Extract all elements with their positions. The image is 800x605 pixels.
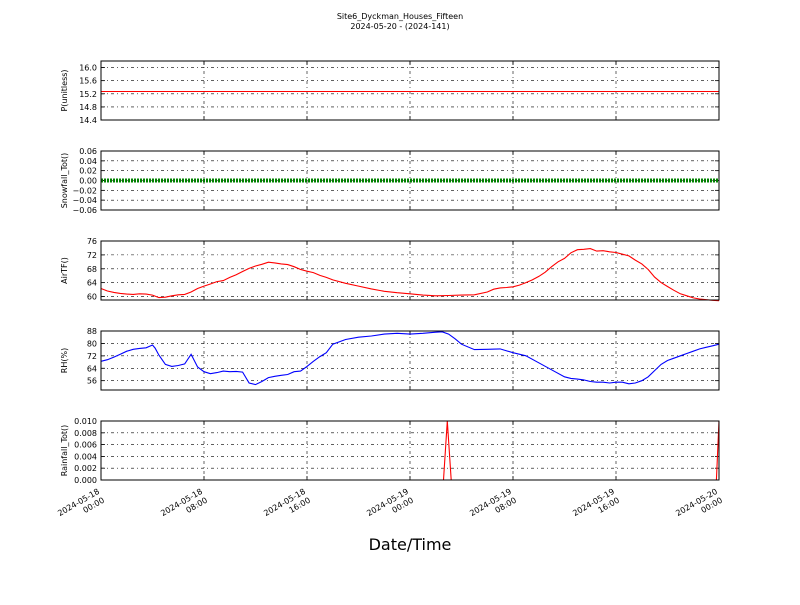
x-tick-label: 2024-05-1808:00 bbox=[159, 487, 209, 527]
y-axis-label: Snowfall_Tot() bbox=[60, 153, 69, 209]
plot-frame bbox=[100, 420, 720, 481]
panel-4: 56 64 72 80 88 RH(%) bbox=[60, 327, 720, 391]
y-tick-label: 56 bbox=[87, 377, 97, 386]
x-tick-label: 2024-05-1800:00 bbox=[56, 487, 106, 527]
y-tick-label: 0.00 bbox=[79, 177, 97, 186]
y-tick-label: 15.6 bbox=[79, 77, 97, 86]
y-axis-label: RH(%) bbox=[60, 348, 69, 373]
y-tick-label: 0.010 bbox=[74, 417, 97, 426]
x-axis-label: Date/Time bbox=[369, 535, 452, 554]
y-tick-label: 16.0 bbox=[79, 64, 97, 73]
y-tick-label: 0.000 bbox=[74, 476, 97, 485]
y-tick-label: 88 bbox=[87, 327, 97, 336]
y-tick-label: 0.002 bbox=[74, 464, 97, 473]
y-axis-label: AirTF() bbox=[60, 257, 69, 284]
y-tick-label: 60 bbox=[87, 293, 97, 302]
y-tick-label: 0.004 bbox=[74, 452, 97, 461]
y-tick-label: 72 bbox=[87, 251, 97, 260]
y-tick-label: 64 bbox=[87, 364, 97, 373]
series-line bbox=[100, 248, 720, 302]
panel-1: 14.4 14.8 15.2 15.6 16.0 P(unitless) bbox=[60, 60, 720, 125]
panel-5: 0.000 0.002 0.004 0.006 0.008 0.010 Rainfall_T… bbox=[60, 417, 720, 485]
y-tick-label: 14.8 bbox=[79, 103, 97, 112]
series-line bbox=[100, 331, 720, 386]
chart-title: Site6_Dyckman_Houses_Fifteen bbox=[337, 12, 463, 21]
x-tick-label: 2024-05-1908:00 bbox=[468, 487, 518, 527]
panel-2: −0.06−0.04−0.020.000.020.040.06 Snowfall_… bbox=[60, 147, 720, 215]
plot-frame bbox=[100, 150, 720, 211]
y-tick-label: 0.04 bbox=[79, 157, 97, 166]
y-tick-label: 80 bbox=[87, 339, 97, 348]
y-tick-label: −0.06 bbox=[72, 206, 97, 215]
x-tick-label: 2024-05-1916:00 bbox=[571, 487, 621, 527]
chart-subtitle: 2024-05-20 - (2024-141) bbox=[350, 22, 449, 31]
y-tick-label: 15.2 bbox=[79, 90, 97, 99]
x-tick-label: 2024-05-1816:00 bbox=[262, 487, 312, 527]
y-axis-label: P(unitless) bbox=[60, 69, 69, 111]
panel-3: 60 64 68 72 76 AirTF() bbox=[60, 237, 720, 302]
y-tick-label: 0.006 bbox=[74, 441, 97, 450]
y-tick-label: 14.4 bbox=[79, 116, 97, 125]
chart-panels: 14.414.815.215.616.0P(unitless)−0.06−0.0… bbox=[56, 60, 724, 527]
y-tick-label: 0.06 bbox=[79, 147, 97, 156]
y-tick-label: 0.008 bbox=[74, 429, 97, 438]
y-axis-label: Rainfall_Tot() bbox=[60, 425, 69, 477]
x-tick-label: 2024-05-1900:00 bbox=[365, 487, 415, 527]
y-tick-label: 76 bbox=[87, 237, 97, 246]
y-tick-label: 64 bbox=[87, 279, 97, 288]
plot-frame bbox=[100, 60, 720, 121]
y-tick-label: 72 bbox=[87, 352, 97, 361]
plot-frame bbox=[100, 240, 720, 301]
y-tick-label: −0.02 bbox=[72, 186, 97, 195]
y-tick-label: −0.04 bbox=[72, 196, 97, 205]
plot-frame bbox=[100, 330, 720, 391]
y-tick-label: 68 bbox=[87, 265, 97, 274]
y-tick-label: 0.02 bbox=[79, 167, 97, 176]
x-tick-label: 2024-05-2000:00 bbox=[674, 487, 724, 527]
